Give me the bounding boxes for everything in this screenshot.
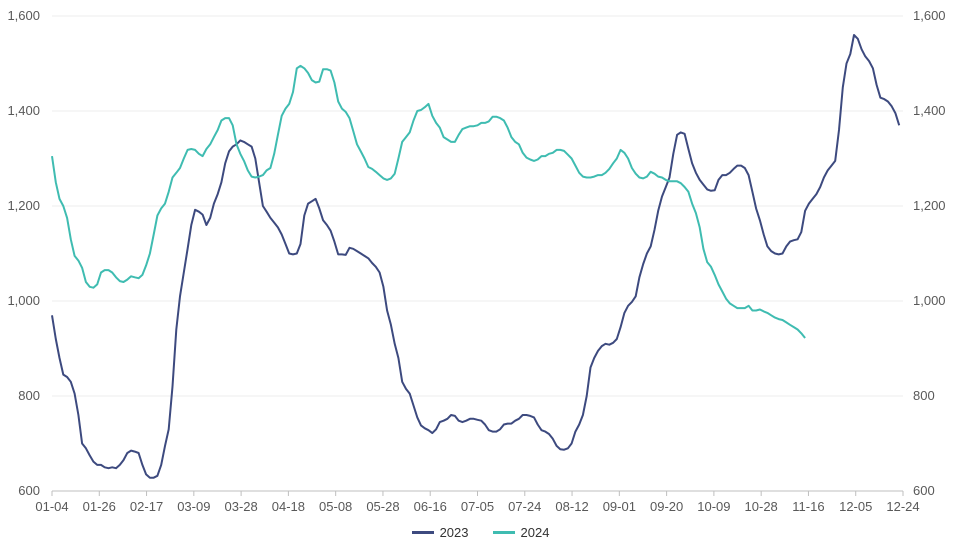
legend-swatch: [492, 531, 515, 534]
x-tick-label: 04-18: [272, 499, 305, 514]
x-tick-label: 05-08: [319, 499, 352, 514]
x-tick-label: 02-17: [130, 499, 163, 514]
y-tick-label-left: 800: [18, 388, 40, 403]
legend-label: 2024: [520, 525, 550, 540]
y-tick-label-right: 800: [913, 388, 935, 403]
x-tick-label: 01-04: [35, 499, 68, 514]
x-tick-label: 08-12: [555, 499, 588, 514]
line-chart: 600 800 1,000 1,200 1,400 1,600 600 800 1,000 1,2…: [7, 8, 945, 514]
x-tick-label: 12-05: [839, 499, 872, 514]
x-tick-label: 11-16: [792, 499, 824, 514]
x-tick-label: 07-05: [461, 499, 494, 514]
y-tick-label-left: 1,600: [7, 8, 40, 23]
y-tick-label-right: 1,000: [913, 293, 946, 308]
x-tick-label: 12-24: [886, 499, 919, 514]
x-tick-label: 10-09: [697, 499, 730, 514]
y-tick-label-left: 600: [18, 483, 40, 498]
y-tick-label-right: 1,600: [913, 8, 946, 23]
y-tick-label-right: 600: [913, 483, 935, 498]
x-tick-label: 09-20: [650, 499, 683, 514]
x-tick-label: 03-09: [177, 499, 210, 514]
legend-label: 2023: [439, 525, 469, 540]
legend-swatch: [411, 531, 434, 534]
y-tick-label-left: 1,000: [7, 293, 40, 308]
x-tick-label: 03-28: [224, 499, 257, 514]
x-tick-label: 05-28: [366, 499, 399, 514]
legend: 2023 2024: [0, 522, 961, 540]
y-tick-label-left: 1,400: [7, 103, 40, 118]
x-tick-label: 01-26: [83, 499, 116, 514]
x-tick-label: 06-16: [414, 499, 447, 514]
legend-item-2024[interactable]: 2024: [492, 525, 550, 540]
x-tick-label: 09-01: [603, 499, 636, 514]
y-tick-label-right: 1,400: [913, 103, 946, 118]
series-lines: [51, 34, 901, 479]
y-tick-label-left: 1,200: [7, 198, 40, 213]
axes: 600 800 1,000 1,200 1,400 1,600 600 800 1,000 1,2…: [7, 8, 945, 514]
series-line-2023: [51, 34, 901, 479]
series-line-2024: [51, 64, 806, 339]
x-tick-label: 07-24: [508, 499, 541, 514]
x-tick-label: 10-28: [745, 499, 778, 514]
y-tick-label-right: 1,200: [913, 198, 946, 213]
legend-item-2023[interactable]: 2023: [411, 525, 469, 540]
